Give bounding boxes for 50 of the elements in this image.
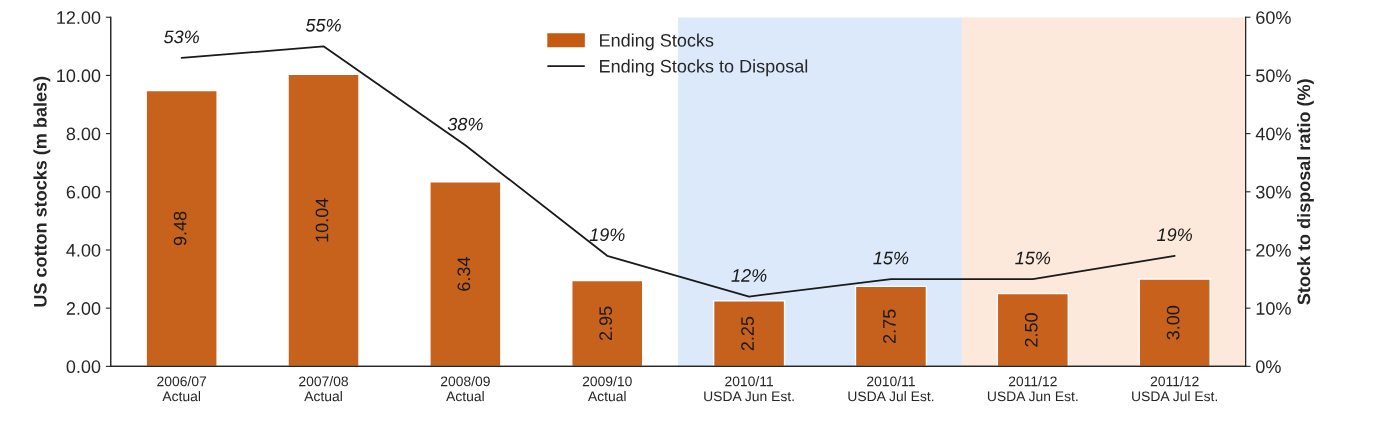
- x-tick-label: 2010/11 USDA Jun Est.: [704, 376, 794, 402]
- data-label: 19%: [1157, 228, 1192, 242]
- bar: [1138, 278, 1211, 367]
- data-label: 3.00: [1166, 305, 1180, 340]
- y2-tick-label: 0%: [1256, 360, 1281, 374]
- data-label: 6.34: [457, 257, 471, 291]
- x-tick-label: 2011/12 USDA Jun Est.: [987, 376, 1078, 402]
- data-label: 55%: [305, 18, 341, 32]
- y-axis-title: US cotton stocks (m bales): [33, 76, 51, 307]
- bar: [712, 300, 786, 367]
- bar: [145, 89, 218, 367]
- x-tick-label: 2009/10 Actual: [582, 376, 632, 402]
- legend-label: Ending Stocks: [600, 33, 714, 51]
- y-tick-label: 8.00: [66, 127, 101, 141]
- y-tick-label: 2.00: [66, 302, 101, 315]
- x-tick-label: 2010/11 USDA Jul Est.: [848, 376, 934, 402]
- data-label: 19%: [589, 228, 625, 242]
- y-tick-label: 4.00: [66, 243, 101, 257]
- y-tick-label: 6.00: [66, 185, 101, 199]
- legend-label: Ending Stocks to Disposal: [600, 59, 808, 77]
- y-tick-label: 12.00: [57, 11, 101, 24]
- y2-axis-title: Stock to disposal ratio (%): [1297, 79, 1314, 305]
- data-label: 12%: [731, 269, 767, 282]
- bar: [429, 181, 502, 367]
- data-label: 2.50: [1024, 313, 1038, 347]
- data-label: 2.25: [741, 316, 754, 351]
- y2-tick-label: 30%: [1256, 185, 1291, 199]
- bar: [996, 292, 1069, 367]
- bar: [571, 279, 644, 367]
- bar: [854, 285, 928, 367]
- y2-tick-label: 10%: [1256, 302, 1291, 315]
- y-tick-label: 10.00: [57, 69, 101, 83]
- data-label: 38%: [447, 117, 483, 131]
- data-label: 15%: [1015, 251, 1051, 265]
- x-tick-label: 2007/08 Actual: [299, 376, 349, 402]
- data-label: 2.95: [599, 306, 613, 341]
- y2-tick-label: 50%: [1256, 69, 1291, 83]
- data-label: 2.75: [883, 309, 896, 344]
- data-label: 53%: [163, 30, 199, 44]
- x-tick-label: 2006/07 Actual: [157, 376, 207, 402]
- x-tick-label: 2008/09 Actual: [440, 376, 490, 402]
- data-label: 15%: [873, 251, 909, 265]
- data-label: 9.48: [173, 211, 187, 246]
- y2-tick-label: 20%: [1256, 243, 1291, 257]
- bar: [287, 73, 360, 367]
- data-label: 10.04: [315, 198, 329, 242]
- y2-tick-label: 40%: [1255, 127, 1291, 141]
- y-tick-label: 0.00: [66, 360, 101, 374]
- x-tick-label: 2011/12 USDA Jul Est.: [1132, 376, 1218, 402]
- y2-tick-label: 60%: [1256, 11, 1291, 24]
